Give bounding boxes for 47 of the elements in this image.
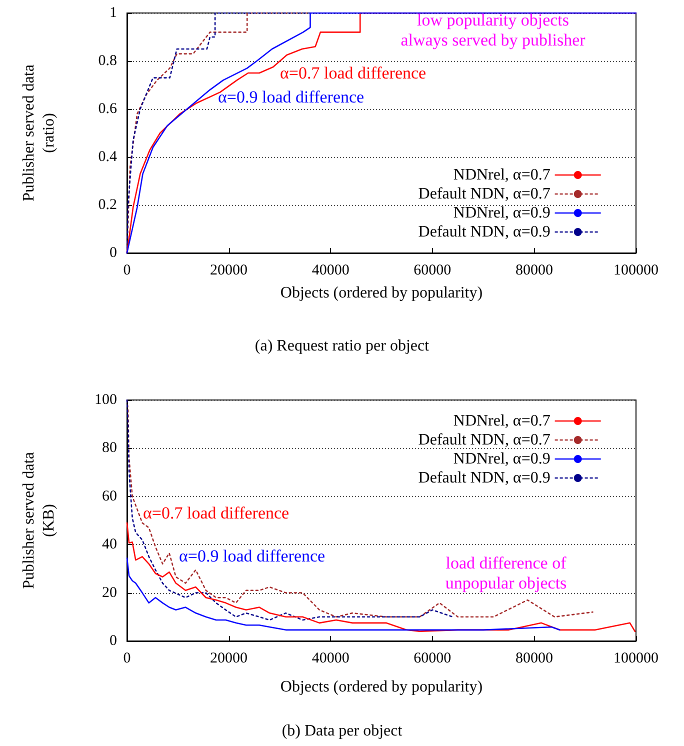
y-tick-label: 20 — [102, 584, 117, 601]
line-series — [126, 12, 637, 254]
annotation: load difference of unpopular objects — [445, 554, 567, 592]
legend-label: NDNrel, α=0.7 — [453, 166, 550, 184]
legend-label: NDNrel, α=0.9 — [453, 204, 550, 222]
x-tick-label: 100000 — [614, 262, 658, 278]
y-tick-label: 100 — [94, 392, 117, 408]
annotation: α=0.7 load difference — [280, 64, 426, 82]
annotation: α=0.7 load difference — [143, 504, 290, 522]
legend-label: NDNrel, α=0.9 — [453, 450, 550, 468]
y-tick-label: 0 — [110, 245, 117, 261]
x-axis-title: Objects (ordered by popularity) — [280, 678, 483, 696]
annotation: low popularity objects always served by publisher — [400, 10, 586, 50]
legend-label: Default NDN, α=0.7 — [418, 432, 550, 448]
y-axis-title: Publisher served data (ratio) — [20, 64, 58, 202]
y-tick-label: 0.8 — [98, 53, 117, 69]
y-tick-label: 60 — [102, 488, 117, 504]
x-tick-label: 60000 — [414, 262, 452, 278]
x-axis-title: Objects (ordered by popularity) — [280, 284, 483, 302]
x-tick-label: 80000 — [515, 650, 553, 666]
annotation: α=0.9 load difference — [218, 88, 364, 106]
x-tick-label: 40000 — [312, 650, 350, 666]
x-tick-label: 20000 — [210, 262, 248, 278]
text: (a) Request ratio per object — [254, 338, 430, 354]
y-tick-label: 1 — [110, 5, 117, 21]
legend-label: Default NDN, α=0.9 — [418, 470, 550, 486]
y-tick-label: 0.6 — [98, 101, 118, 117]
legend-label: Default NDN, α=0.9 — [418, 224, 550, 240]
line-series — [126, 399, 594, 618]
y-tick-label: 0 — [110, 633, 117, 649]
text: (b) Data per object — [282, 722, 403, 740]
x-tick-label: 80000 — [515, 262, 553, 278]
x-tick-label: 0 — [123, 262, 131, 278]
annotation: α=0.9 load difference — [179, 546, 326, 566]
x-tick-label: 40000 — [312, 262, 350, 278]
x-tick-label: 0 — [123, 650, 131, 666]
y-axis-title: Publisher served data (KB) — [20, 452, 58, 589]
y-tick-label: 80 — [102, 440, 117, 456]
y-tick-label: 40 — [102, 536, 117, 553]
x-tick-label: 60000 — [414, 650, 452, 666]
y-tick-label: 0.2 — [98, 197, 117, 213]
legend-label: NDNrel, α=0.7 — [453, 412, 550, 430]
line-series — [126, 522, 636, 632]
legend-label: Default NDN, α=0.7 — [418, 186, 550, 202]
x-tick-label: 100000 — [614, 650, 658, 666]
y-tick-label: 0.4 — [98, 149, 118, 165]
x-tick-label: 20000 — [210, 650, 248, 666]
